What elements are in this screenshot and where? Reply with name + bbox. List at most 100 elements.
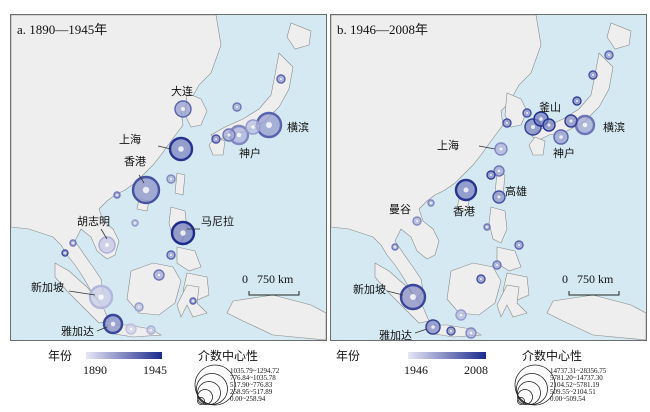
city-label: 神户 <box>553 146 575 160</box>
land-sulawesi <box>496 284 528 318</box>
city-label: 上海 <box>437 138 459 152</box>
port-node-core <box>480 278 482 280</box>
city-label: 雅加达 <box>379 328 412 340</box>
legend-year-max: 1945 <box>143 363 167 377</box>
legend-b: 年份 1946 2008 介数中心性 14737.31~28356.75 578… <box>330 343 645 409</box>
legend-circle-3 <box>197 381 221 405</box>
port-node-core <box>526 112 528 114</box>
port-node-core <box>192 300 194 302</box>
legend-circle-2 <box>197 389 213 405</box>
port-node-core <box>469 331 473 335</box>
port-node-core <box>129 327 133 331</box>
port-node-core <box>72 242 74 244</box>
scale-bar-line <box>248 291 300 296</box>
legend-year-min: 1946 <box>404 363 428 377</box>
city-label: 横滨 <box>603 120 625 134</box>
port-node-core <box>539 117 543 121</box>
port-node-layer <box>61 74 286 335</box>
city-label: 香港 <box>124 155 146 168</box>
legend-year-title: 年份 <box>336 349 361 363</box>
year-gradient-bar <box>408 352 486 359</box>
city-label: 新加坡 <box>31 280 64 294</box>
port-node-core <box>280 78 282 80</box>
port-node-core <box>459 313 463 317</box>
city-label: 新加坡 <box>353 282 386 296</box>
port-node-core <box>559 135 563 139</box>
map-panel-b: 釜山 上海 横滨 神户 高雄 香港 曼谷 新加坡 雅加达 0 750 km b. 1946—2008… <box>330 14 647 341</box>
legend-a: 年份 1890 1945 介数中心性 1035.79~1294.72 776.8… <box>10 343 325 409</box>
port-node-core <box>486 226 488 228</box>
port-node-core <box>496 264 498 266</box>
legend-size-circles <box>514 364 556 406</box>
city-label: 雅加达 <box>61 324 94 338</box>
port-node-core <box>518 244 520 246</box>
land-japan-kyushu <box>528 136 546 156</box>
legend-circle-1 <box>517 397 525 405</box>
legend-bc-class-5: 0.00~509.54 <box>550 395 586 403</box>
city-label: 釜山 <box>539 100 561 114</box>
port-node-core <box>569 119 573 123</box>
label-leader <box>386 290 404 296</box>
land-borneo <box>126 262 182 316</box>
legend-bc-class-3: 517.90~776.83 <box>230 381 273 389</box>
port-node-core <box>490 174 492 176</box>
land-borneo <box>446 262 502 316</box>
legend-bc-class-2: 5781.20~14737.30 <box>550 374 603 382</box>
year-gradient-bar <box>86 352 162 359</box>
port-node-core <box>410 294 416 300</box>
port-node-core <box>431 325 435 329</box>
label-leader <box>96 326 108 332</box>
scale-bar: 0 750 km <box>562 272 620 296</box>
scale-bar: 0 750 km <box>242 272 300 296</box>
port-node-core <box>134 222 136 224</box>
port-node-core <box>608 54 610 56</box>
label-leader <box>68 290 96 296</box>
city-label: 上海 <box>119 132 141 146</box>
scale-bar-line <box>568 291 620 296</box>
city-label: 神户 <box>239 146 261 160</box>
label-leader <box>138 174 145 184</box>
port-node-core <box>98 294 104 300</box>
land-visayas <box>176 246 202 272</box>
port-node-core <box>430 202 432 204</box>
port-node-core <box>142 186 150 194</box>
city-label: 曼谷 <box>389 203 411 216</box>
port-node-core <box>506 122 508 124</box>
legend-year-title: 年份 <box>48 349 73 363</box>
land-taiwan <box>174 172 186 196</box>
port-node-core <box>116 194 118 196</box>
city-label: 高雄 <box>505 184 527 198</box>
port-node-core <box>416 220 418 222</box>
panel-title-a: a. 1890—1945年 <box>17 22 108 37</box>
legend-betweenness-title: 介数中心性 <box>198 349 259 363</box>
port-node-core <box>266 122 272 128</box>
panel-title-b: b. 1946—2008年 <box>337 22 429 37</box>
scale-label: 750 km <box>577 272 614 286</box>
port-node-core <box>215 138 217 140</box>
legend-bc-class-4: 258.95~517.89 <box>230 388 273 396</box>
port-node-core <box>497 195 501 199</box>
port-node-core <box>592 74 594 76</box>
port-node-core <box>180 230 186 236</box>
legend-year-max: 2008 <box>464 363 488 377</box>
label-leader <box>100 228 108 240</box>
legend-bc-class-5: 0.00~258.94 <box>230 395 266 403</box>
port-node-core <box>499 147 503 151</box>
legend-size-circles <box>194 364 236 406</box>
legend-circle-3 <box>517 381 541 405</box>
legend-betweenness-title: 介数中心性 <box>522 349 583 363</box>
port-node-core <box>170 254 172 256</box>
port-node-core <box>497 169 501 173</box>
scale-label: 750 km <box>257 272 294 286</box>
land-japan-hokkaido <box>606 22 632 50</box>
port-node-core <box>251 125 255 129</box>
label-leader <box>414 328 428 334</box>
legend-circle-1 <box>197 397 205 405</box>
land-new-guinea <box>226 294 326 340</box>
label-leader <box>478 145 496 150</box>
legend-bc-class-2: 776.84~1035.78 <box>230 374 276 382</box>
legend-bc-class-1: 1035.79~1294.72 <box>230 367 280 375</box>
